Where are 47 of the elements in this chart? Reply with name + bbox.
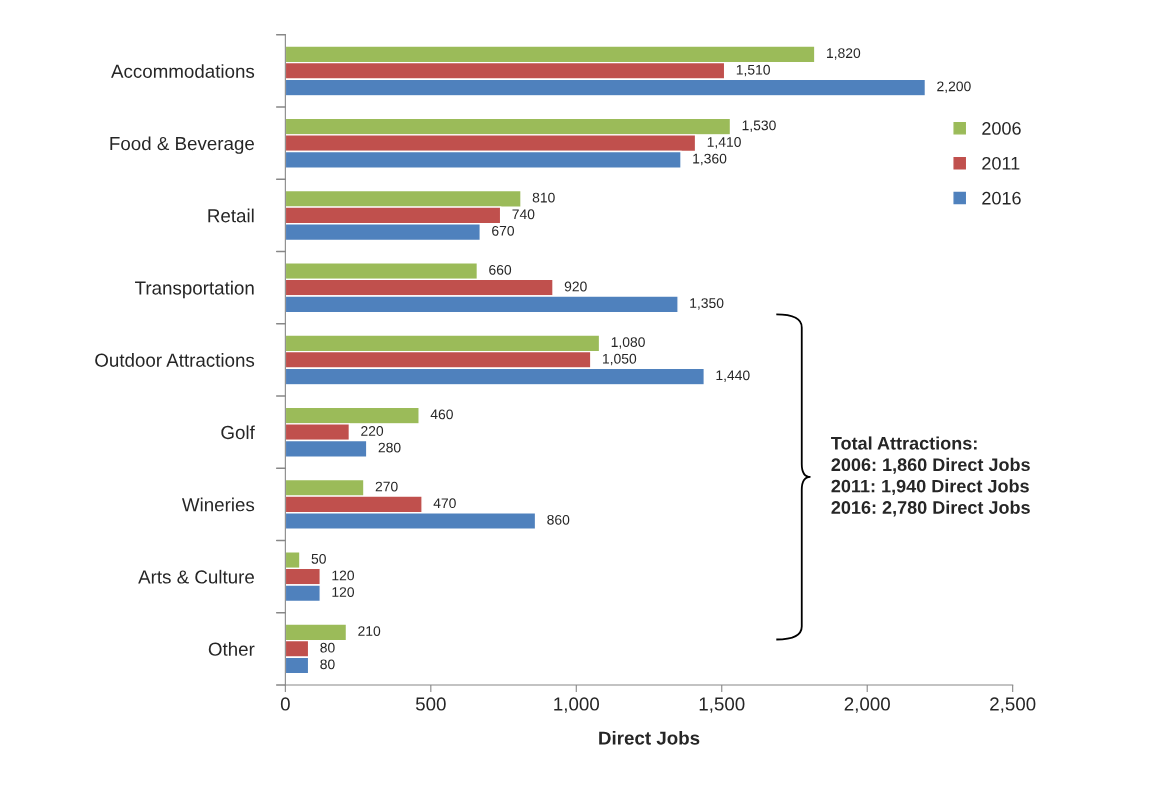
data-label: 860: [547, 514, 570, 525]
data-label: 920: [564, 281, 587, 292]
annotation: Total Attractions: 2006: 1,860 Direct Jobs 2011: 1,940 Direct Jobs 2016: 2,780 Direct Jobs: [831, 436, 1030, 517]
data-label: 1,510: [736, 64, 770, 77]
y-tick-label: Retail: [208, 208, 254, 223]
legend-label: 2006: [982, 122, 1021, 135]
x-axis-title: Direct Jobs: [599, 730, 700, 745]
x-tick-label: 1,500: [699, 697, 745, 713]
data-label: 280: [378, 442, 401, 453]
data-label: 80: [320, 642, 335, 653]
data-label: 120: [332, 570, 355, 581]
x-tick-label: 2,000: [844, 697, 890, 713]
data-label: 2,200: [937, 81, 971, 93]
data-label: 460: [430, 409, 453, 420]
data-label: 740: [512, 209, 535, 220]
y-tick-label: Other: [208, 642, 255, 656]
data-label: 1,440: [716, 370, 750, 382]
y-tick-label: Accommodations: [111, 64, 255, 78]
data-label: 1,820: [827, 48, 861, 60]
data-label: 1,080: [611, 337, 645, 349]
data-label: 220: [361, 426, 384, 436]
data-label: 210: [358, 626, 381, 636]
data-label: 1,350: [690, 298, 724, 310]
data-label: 1,530: [742, 120, 776, 132]
data-label: 810: [532, 192, 555, 203]
data-label: 50: [311, 553, 326, 564]
data-label: 120: [332, 587, 355, 597]
legend-label: 2016: [982, 191, 1021, 205]
data-label: 660: [489, 264, 512, 275]
y-tick-label: Golf: [221, 425, 255, 440]
data-label: 1,410: [707, 137, 741, 149]
data-label: 1,360: [693, 153, 727, 166]
x-tick-label: 0: [280, 697, 290, 711]
y-tick-label: Arts & Culture: [138, 569, 254, 584]
data-label: 470: [433, 498, 456, 509]
data-label: 270: [375, 481, 398, 492]
x-tick-label: 1,000: [554, 697, 600, 713]
y-tick-label: Transportation: [135, 280, 254, 299]
y-tick-label: Food & Beverage: [110, 136, 254, 154]
y-tick-label: Wineries: [181, 497, 255, 512]
legend-label: 2011: [982, 156, 1020, 170]
data-label: 670: [492, 225, 515, 236]
x-tick-label: 500: [415, 697, 446, 711]
data-label: 80: [320, 659, 335, 670]
x-tick-label: 2,500: [990, 697, 1036, 713]
data-label: 1,050: [603, 353, 637, 366]
y-tick-label: Outdoor Attractions: [95, 353, 255, 367]
